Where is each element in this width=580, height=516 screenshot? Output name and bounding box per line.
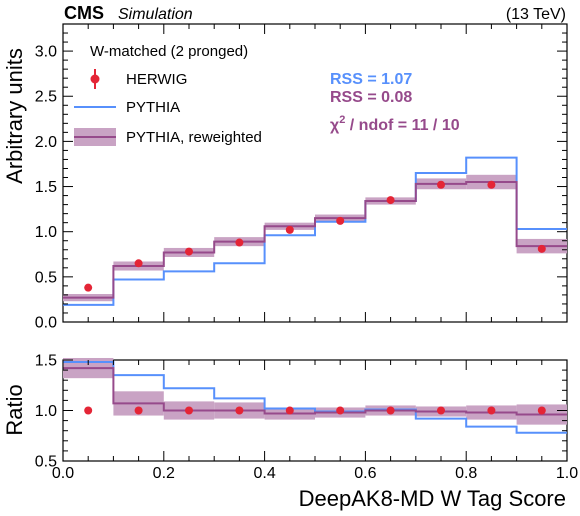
main-y-tick-label-0: 0.0 bbox=[35, 315, 57, 332]
main-herwig-point-2 bbox=[185, 247, 193, 256]
legend: W-matched (2 pronged) HERWIG PYTHIA PYTH… bbox=[74, 43, 262, 146]
main-herwig-point-1 bbox=[134, 259, 143, 268]
chi2-annotation: χ2 / ndof = 11 / 10 bbox=[330, 114, 460, 134]
main-y-tick-label-2: 1.0 bbox=[35, 224, 57, 241]
ratio-y-axis-label: Ratio bbox=[2, 384, 27, 435]
chi2-superscript: 2 bbox=[339, 114, 345, 126]
x-axis-label: DeepAK8-MD W Tag Score bbox=[299, 486, 566, 511]
x-tick-label-1: 0.2 bbox=[153, 465, 175, 482]
cms-label: CMS bbox=[64, 3, 104, 23]
main-herwig-point-9 bbox=[537, 244, 546, 253]
x-tick-label-0: 0.0 bbox=[52, 465, 74, 482]
ratio-y-tick-label-1: 1.0 bbox=[35, 403, 57, 420]
main-pythia-step-line bbox=[63, 156, 567, 306]
ratio-pythia-step-line bbox=[63, 361, 567, 434]
main-reweighted-step-line bbox=[63, 181, 567, 299]
chi2-symbol: χ bbox=[330, 117, 340, 134]
ratio-herwig-point-1 bbox=[134, 406, 143, 415]
main-herwig-point-5 bbox=[336, 216, 345, 225]
x-tick-label-4: 0.8 bbox=[455, 465, 477, 482]
main-herwig-point-8 bbox=[487, 180, 496, 189]
ratio-reweighted-step-line bbox=[63, 367, 567, 416]
main-panel bbox=[62, 23, 568, 323]
x-tick-label-5: 1.0 bbox=[556, 465, 578, 482]
legend-item-pythia: PYTHIA bbox=[74, 99, 180, 116]
ratio-y-tick-label-2: 1.5 bbox=[35, 353, 57, 370]
main-y-tick-label-4: 2.0 bbox=[35, 134, 57, 151]
ratio-herwig-point-7 bbox=[437, 406, 445, 415]
main-y-tick-label-6: 3.0 bbox=[35, 44, 57, 61]
main-herwig-point-4 bbox=[285, 225, 294, 234]
chi2-rest: / ndof = 11 / 10 bbox=[345, 117, 459, 134]
ratio-herwig-point-6 bbox=[386, 406, 395, 415]
main-y-tick-label-3: 1.5 bbox=[35, 179, 57, 196]
rss-pythia-annotation: RSS = 1.07 bbox=[330, 71, 412, 88]
ratio-herwig-point-2 bbox=[185, 406, 193, 415]
simulation-label: Simulation bbox=[118, 6, 193, 23]
legend-herwig-label: HERWIG bbox=[126, 71, 187, 88]
ratio-herwig-point-9 bbox=[537, 406, 546, 415]
ratio-herwig-point-4 bbox=[285, 406, 294, 415]
rss-reweighted-annotation: RSS = 0.08 bbox=[330, 89, 412, 106]
ratio-herwig-point-5 bbox=[336, 406, 345, 415]
main-herwig-point-3 bbox=[235, 238, 244, 247]
main-y-axis-label: Arbitrary units bbox=[2, 48, 27, 184]
legend-herwig-marker bbox=[90, 74, 100, 84]
main-y-tick-label-1: 0.5 bbox=[35, 269, 57, 286]
legend-item-herwig: HERWIG bbox=[90, 69, 187, 89]
x-tick-label-2: 0.4 bbox=[253, 465, 275, 482]
x-tick-label-3: 0.6 bbox=[354, 465, 376, 482]
ratio-herwig-point-0 bbox=[84, 406, 93, 415]
energy-label: (13 TeV) bbox=[506, 6, 566, 23]
main-herwig-point-0 bbox=[84, 283, 93, 292]
ratio-y-tick-label-0: 0.5 bbox=[35, 454, 57, 471]
main-y-tick-label-5: 2.5 bbox=[35, 89, 57, 106]
ratio-herwig-point-8 bbox=[487, 406, 496, 415]
legend-item-pythia-reweighted: PYTHIA, reweighted bbox=[74, 128, 262, 146]
legend-pythia-label: PYTHIA bbox=[126, 99, 180, 116]
legend-reweighted-label: PYTHIA, reweighted bbox=[126, 129, 262, 146]
main-herwig-point-6 bbox=[386, 196, 395, 205]
ratio-herwig-point-3 bbox=[235, 406, 244, 415]
main-herwig-point-7 bbox=[437, 180, 445, 189]
legend-title: W-matched (2 pronged) bbox=[90, 43, 248, 60]
